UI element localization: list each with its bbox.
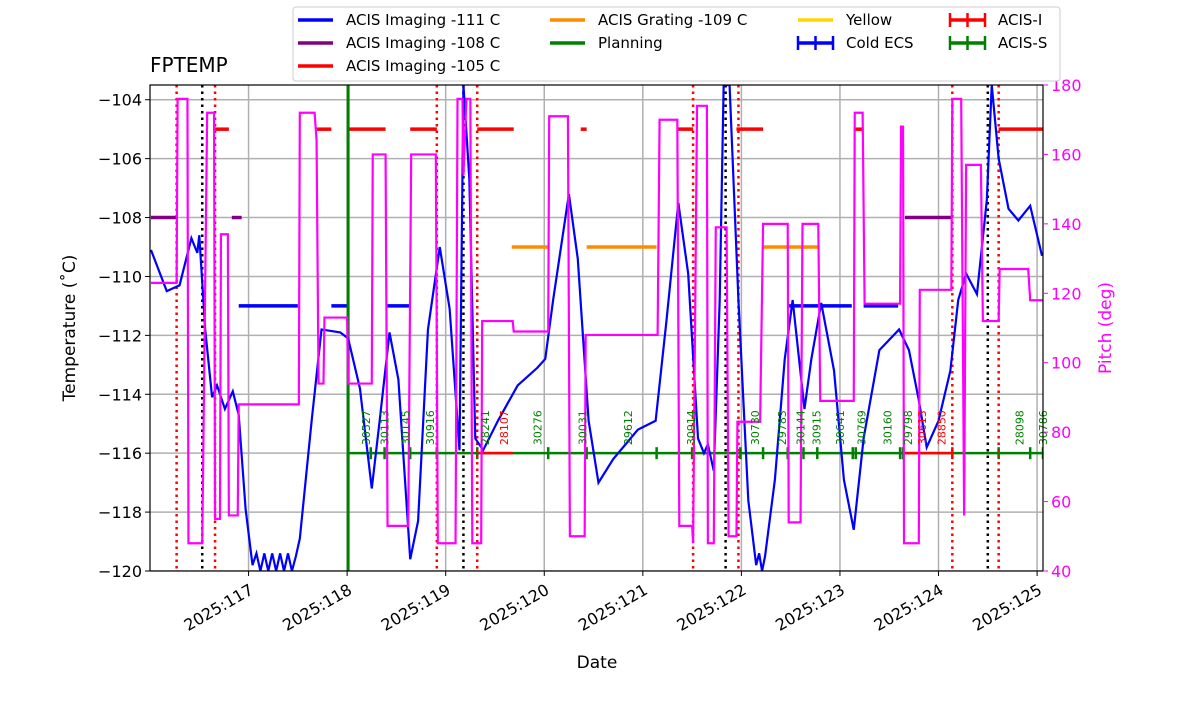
x-tick-label: 2025:124 <box>871 580 947 635</box>
x-tick-label: 2025:117 <box>181 580 257 635</box>
legend-label: ACIS-S <box>998 34 1047 52</box>
y2-tick-label: 120 <box>1051 284 1082 303</box>
y-tick-label: −116 <box>98 444 142 463</box>
legend-label: ACIS Grating -109 C <box>598 11 747 29</box>
y2-tick-label: 80 <box>1051 423 1071 442</box>
y-axis-label: Temperature (˚C) <box>59 255 80 403</box>
obsid-label: 30276 <box>531 410 544 445</box>
y2-tick-label: 60 <box>1051 493 1071 512</box>
y2-axis-label: Pitch (deg) <box>1096 282 1116 374</box>
obsid-label: 30613 <box>916 410 929 445</box>
legend-label: ACIS Imaging -111 C <box>346 11 500 29</box>
obsid-label: 30527 <box>360 410 373 445</box>
obsid-label: 30641 <box>834 410 847 445</box>
obsid-label: 30031 <box>577 410 590 445</box>
obsid-label: 30916 <box>424 410 437 445</box>
obsid-label: 29798 <box>902 410 915 445</box>
y-tick-label: −110 <box>98 267 142 286</box>
legend-label: ACIS Imaging -105 C <box>346 57 500 75</box>
plot-area <box>150 85 1043 571</box>
y-tick-label: −112 <box>98 326 142 345</box>
legend-label: ACIS-I <box>998 11 1042 29</box>
obsid-label: 30113 <box>379 410 392 445</box>
plot-frame <box>149 84 1044 572</box>
obsid-label: 30730 <box>749 410 762 445</box>
x-tick-label: 2025:122 <box>674 580 750 635</box>
legend-label: Planning <box>598 34 663 52</box>
legend-label: ACIS Imaging -108 C <box>346 34 500 52</box>
obsid-label: 30160 <box>881 410 894 445</box>
y2-tick-label: 100 <box>1051 354 1082 373</box>
y-tick-label: −104 <box>98 91 142 110</box>
obsid-label: 28850 <box>935 410 948 445</box>
y2-tick-label: 160 <box>1051 145 1082 164</box>
obsid-label: 29612 <box>622 410 635 445</box>
x-axis-label: Date <box>577 653 618 673</box>
pitch-line <box>150 97 1043 545</box>
y-tick-label: −106 <box>98 150 142 169</box>
obsid-label: 30914 <box>685 410 698 445</box>
x-tick-label: 2025:118 <box>279 580 355 635</box>
y-tick-label: −120 <box>98 562 142 581</box>
y2-tick-label: 40 <box>1051 562 1071 581</box>
obsid-label: 30915 <box>810 410 823 445</box>
legend: ACIS Imaging -111 C ACIS Imaging -108 C AC… <box>292 6 1061 82</box>
obsid-label: 30144 <box>795 410 808 445</box>
y2-tick-label: 140 <box>1051 215 1082 234</box>
x-tick-label: 2025:120 <box>476 580 552 635</box>
y-tick-label: −118 <box>98 503 142 522</box>
legend-label: Yellow <box>845 11 892 29</box>
obsid-label: 28241 <box>479 410 492 445</box>
legend-box <box>292 6 1061 82</box>
y-tick-label: −114 <box>98 385 142 404</box>
x-tick-label: 2025:123 <box>772 580 848 635</box>
x-tick-label: 2025:125 <box>969 580 1045 635</box>
x-tick-label: 2025:121 <box>575 580 651 635</box>
obsid-label: 29783 <box>776 410 789 445</box>
obsid-label: 28098 <box>1013 410 1026 445</box>
chart-title: FPTEMP <box>150 53 228 77</box>
obsid-label: 28107 <box>498 410 511 445</box>
obsid-label: 30769 <box>856 410 869 445</box>
legend-label: Cold ECS <box>846 34 914 52</box>
y-tick-label: −108 <box>98 209 142 228</box>
temperature-line <box>150 85 1043 571</box>
x-tick-label: 2025:119 <box>378 580 454 635</box>
obsid-label: 30145 <box>399 410 412 445</box>
